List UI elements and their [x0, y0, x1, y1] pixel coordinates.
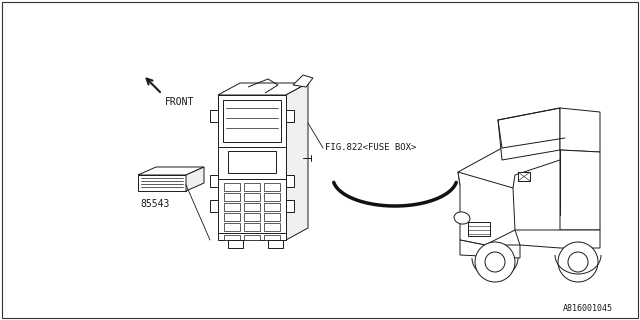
- Bar: [244, 193, 260, 201]
- Polygon shape: [560, 108, 600, 152]
- Polygon shape: [138, 175, 186, 191]
- Polygon shape: [218, 83, 308, 95]
- Bar: [224, 203, 240, 211]
- Polygon shape: [186, 167, 204, 191]
- Bar: [264, 213, 280, 221]
- Polygon shape: [218, 95, 286, 240]
- Text: A816001045: A816001045: [563, 304, 613, 313]
- Circle shape: [485, 252, 505, 272]
- Bar: [264, 183, 280, 191]
- Polygon shape: [515, 230, 600, 248]
- Bar: [286, 175, 294, 187]
- Polygon shape: [498, 108, 560, 160]
- Bar: [223, 100, 281, 142]
- Bar: [228, 151, 276, 173]
- Polygon shape: [293, 75, 313, 87]
- Polygon shape: [138, 167, 204, 175]
- Bar: [210, 200, 218, 212]
- Bar: [264, 223, 280, 231]
- Bar: [228, 240, 243, 248]
- Ellipse shape: [454, 212, 470, 224]
- Bar: [264, 193, 280, 201]
- Bar: [210, 110, 218, 122]
- Bar: [244, 203, 260, 211]
- Text: 85543: 85543: [140, 199, 170, 209]
- Bar: [264, 203, 280, 211]
- Circle shape: [475, 242, 515, 282]
- Bar: [224, 235, 240, 240]
- Bar: [244, 213, 260, 221]
- Bar: [518, 172, 530, 181]
- Polygon shape: [458, 138, 575, 188]
- Bar: [244, 235, 260, 240]
- Circle shape: [558, 242, 598, 282]
- Bar: [468, 222, 490, 236]
- Circle shape: [568, 252, 588, 272]
- Polygon shape: [460, 240, 520, 258]
- Text: FRONT: FRONT: [165, 97, 195, 107]
- Bar: [264, 235, 280, 240]
- Bar: [244, 183, 260, 191]
- Bar: [244, 223, 260, 231]
- Bar: [224, 213, 240, 221]
- Text: FIG.822<FUSE BOX>: FIG.822<FUSE BOX>: [325, 143, 417, 153]
- Bar: [224, 223, 240, 231]
- Bar: [224, 193, 240, 201]
- Bar: [210, 175, 218, 187]
- Polygon shape: [560, 150, 600, 230]
- Polygon shape: [286, 83, 308, 240]
- Bar: [286, 200, 294, 212]
- Polygon shape: [458, 172, 515, 245]
- Bar: [268, 240, 283, 248]
- Bar: [286, 110, 294, 122]
- Bar: [224, 183, 240, 191]
